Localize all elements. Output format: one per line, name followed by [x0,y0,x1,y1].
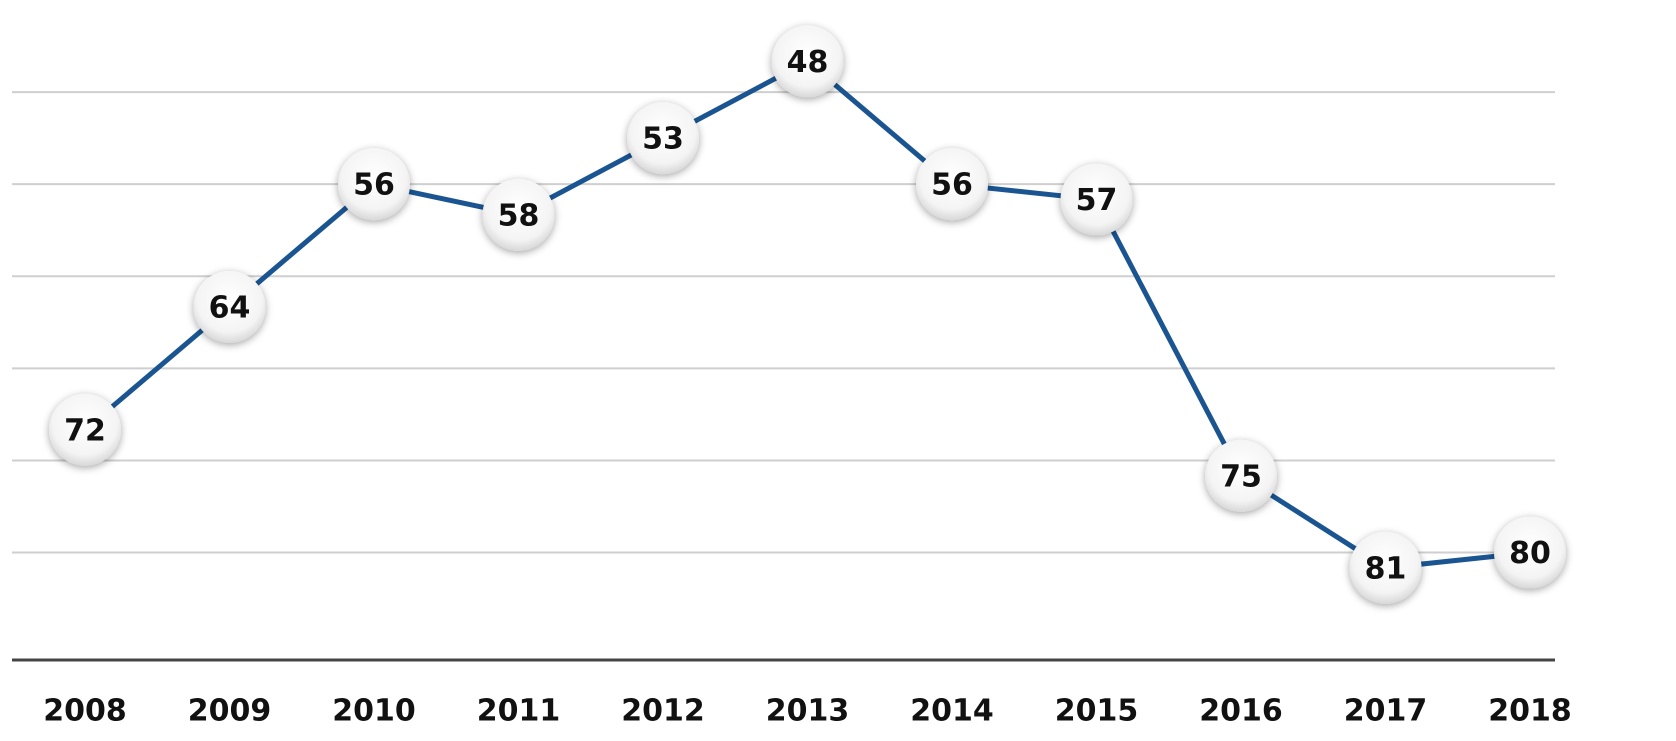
x-tick-label: 2008 [43,694,127,729]
data-label: 57 [1076,183,1118,218]
x-tick-label: 2017 [1344,694,1428,729]
point [193,270,266,343]
data-label: 53 [642,122,684,157]
x-tick-label: 2009 [188,694,272,729]
x-tick-label: 2010 [332,694,416,729]
point [1349,531,1422,604]
point [1205,439,1277,512]
point [1494,516,1566,589]
line [83,58,1531,571]
data-label: 72 [64,413,106,448]
data-label: 56 [931,168,973,203]
x-tick-label: 2014 [910,694,994,729]
x-tick-label: 2016 [1199,694,1283,729]
data-label: 48 [787,45,829,80]
data-label: 80 [1509,536,1551,571]
data-label: 56 [353,168,395,203]
x-tick-label: 2012 [621,694,705,729]
point [1060,163,1133,236]
x-tick-label: 2013 [766,694,850,729]
point [916,148,988,221]
point [771,25,844,98]
data-label: 75 [1220,459,1262,494]
x-tick-label: 2011 [477,694,561,729]
data-label: 81 [1365,551,1407,586]
data-label: 64 [209,290,251,325]
point [627,102,699,175]
point [482,178,555,251]
point [49,393,121,466]
point [338,148,410,221]
x-tick-label: 2015 [1055,694,1139,729]
x-tick-label: 2018 [1488,694,1572,729]
data-label: 58 [498,198,540,233]
